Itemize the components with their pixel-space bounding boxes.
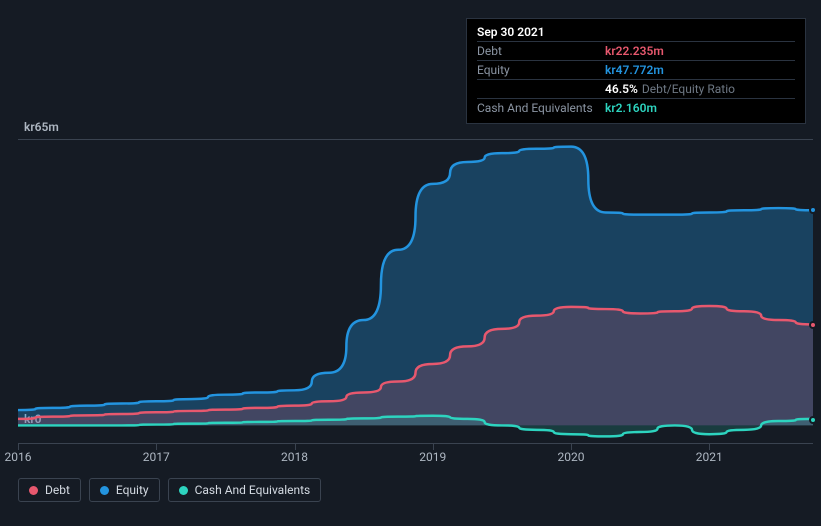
- y-axis-label-max: kr65m: [24, 120, 59, 134]
- legend-label: Debt: [45, 483, 70, 497]
- x-axis: 201620172018201920202021: [18, 444, 813, 462]
- series-end-marker-debt: [809, 321, 817, 329]
- legend-label: Equity: [116, 483, 149, 497]
- tooltip-row-label: Debt: [477, 44, 605, 58]
- legend-dot-icon: [29, 486, 38, 495]
- legend-item-cash-and-equivalents[interactable]: Cash And Equivalents: [168, 478, 322, 502]
- tooltip-row-value: 46.5%: [605, 82, 638, 96]
- tooltip-row: Debtkr22.235m: [477, 41, 795, 60]
- tooltip-row-label: Cash And Equivalents: [477, 101, 605, 115]
- legend-dot-icon: [179, 486, 188, 495]
- tooltip-row-label: [477, 82, 605, 96]
- legend: Debt Equity Cash And Equivalents: [18, 478, 321, 502]
- x-tick-label: 2019: [419, 450, 446, 464]
- tooltip-row: 46.5% Debt/Equity Ratio: [477, 79, 795, 98]
- tooltip-row-extra: Debt/Equity Ratio: [642, 82, 735, 96]
- series-end-marker-equity: [809, 206, 817, 214]
- legend-item-debt[interactable]: Debt: [18, 478, 81, 502]
- tooltip-row: Cash And Equivalentskr2.160m: [477, 98, 795, 117]
- legend-item-equity[interactable]: Equity: [89, 478, 160, 502]
- tooltip-row-value: kr22.235m: [605, 44, 664, 58]
- tooltip-date: Sep 30 2021: [477, 25, 795, 39]
- x-tick-label: 2018: [281, 450, 308, 464]
- tooltip-row-label: Equity: [477, 63, 605, 77]
- x-tick-label: 2016: [5, 450, 32, 464]
- tooltip-row-value: kr47.772m: [605, 63, 664, 77]
- x-tick-label: 2020: [558, 450, 585, 464]
- x-tick-label: 2017: [143, 450, 170, 464]
- tooltip-row: Equitykr47.772m: [477, 60, 795, 79]
- x-tick-label: 2021: [696, 450, 723, 464]
- tooltip-row-value: kr2.160m: [605, 101, 657, 115]
- series-end-marker-cash-and-equivalents: [809, 416, 817, 424]
- chart-plot-area: [18, 139, 813, 444]
- legend-label: Cash And Equivalents: [195, 483, 311, 497]
- tooltip-panel: Sep 30 2021 Debtkr22.235mEquitykr47.772m…: [466, 18, 806, 124]
- legend-dot-icon: [100, 486, 109, 495]
